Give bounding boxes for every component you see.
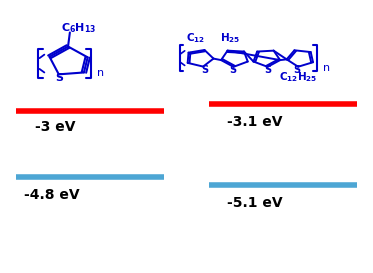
Text: S: S bbox=[55, 73, 63, 83]
Text: -5.1 eV: -5.1 eV bbox=[227, 196, 283, 210]
Text: n: n bbox=[323, 63, 330, 73]
Text: $\mathbf{C_{12}H_{25}}$: $\mathbf{C_{12}H_{25}}$ bbox=[279, 70, 318, 84]
Text: S: S bbox=[264, 65, 272, 75]
Text: -3 eV: -3 eV bbox=[35, 120, 75, 134]
Text: S: S bbox=[229, 65, 236, 75]
Text: S: S bbox=[201, 65, 208, 75]
Text: $\mathbf{C_6H_{13}}$: $\mathbf{C_6H_{13}}$ bbox=[62, 21, 97, 34]
Text: -4.8 eV: -4.8 eV bbox=[23, 188, 79, 201]
Text: n: n bbox=[97, 68, 104, 78]
Text: S: S bbox=[294, 65, 301, 75]
Text: $\mathbf{H_{25}}$: $\mathbf{H_{25}}$ bbox=[220, 32, 240, 46]
Text: $\mathbf{C_{12}}$: $\mathbf{C_{12}}$ bbox=[186, 32, 205, 46]
Text: -3.1 eV: -3.1 eV bbox=[227, 115, 283, 129]
